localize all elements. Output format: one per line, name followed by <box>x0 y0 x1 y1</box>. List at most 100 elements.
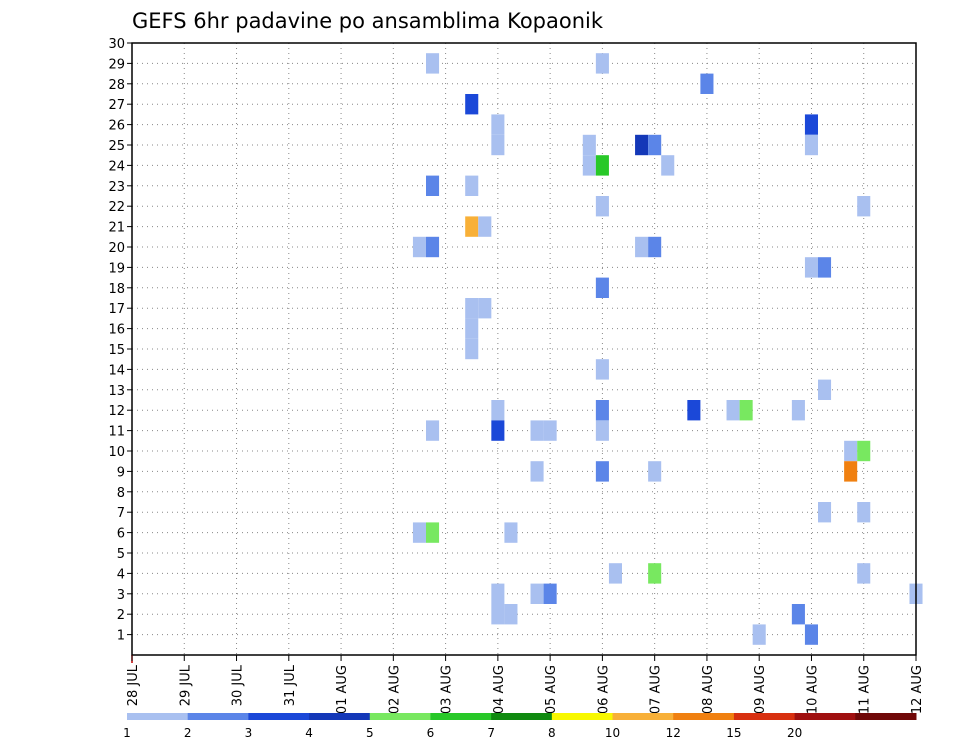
x-tick-label: 28 JUL <box>126 664 141 706</box>
color-legend-label: 4 <box>305 726 313 740</box>
heatmap-cell <box>595 461 609 482</box>
y-tick-label: 14 <box>108 363 125 378</box>
x-tick-label: 31 JUL <box>283 664 298 706</box>
y-tick-label: 24 <box>108 159 125 174</box>
heatmap-cell <box>818 379 832 400</box>
heatmap-cell <box>648 134 662 156</box>
heatmap-cell <box>491 114 505 135</box>
color-legend: 1 2 3 4 5 6 7 8 10 12 15 20 <box>123 713 917 740</box>
heatmap-cell <box>857 196 871 217</box>
x-tick-label: 29 JUL <box>178 664 193 706</box>
y-tick-label: 23 <box>108 180 125 195</box>
heatmap-cell <box>687 400 701 421</box>
heatmap-cell <box>608 563 622 584</box>
y-tick-label: 3 <box>117 588 125 603</box>
y-tick-label: 21 <box>108 221 125 236</box>
color-legend-swatch <box>491 713 553 720</box>
heatmap-cell <box>739 400 753 421</box>
x-tick-label: 02 AUG <box>387 665 402 714</box>
y-tick-label: 16 <box>108 323 125 338</box>
heatmap-cell <box>804 257 818 278</box>
color-legend-label: 3 <box>245 726 253 740</box>
heatmap-cell <box>491 134 505 156</box>
heatmap-cell <box>491 604 505 625</box>
heatmap-cell <box>412 236 426 258</box>
heatmap-cell <box>426 236 440 258</box>
color-legend-label: 1 <box>123 726 131 740</box>
heatmap-cell <box>595 53 609 74</box>
x-tick-label: 04 AUG <box>492 665 507 714</box>
heatmap-cell <box>465 216 479 237</box>
x-tick-label: 11 AUG <box>858 665 873 714</box>
heatmap-cell <box>726 400 740 421</box>
color-legend-swatch <box>612 713 674 720</box>
x-tick-label: 30 JUL <box>231 664 246 706</box>
heatmap-cell <box>543 583 557 604</box>
y-tick-label: 5 <box>117 547 125 562</box>
heatmap-cell <box>595 359 609 380</box>
x-tick-label: 12 AUG <box>910 665 925 714</box>
heatmap-cell <box>491 400 505 421</box>
y-tick-label: 25 <box>108 139 125 154</box>
heatmap-cell <box>700 73 714 94</box>
color-legend-label: 6 <box>427 726 435 740</box>
heatmap-cell <box>426 175 440 196</box>
y-tick-label: 1 <box>117 629 125 644</box>
color-legend-swatch <box>187 713 249 720</box>
heatmap-cell <box>491 420 505 441</box>
heatmap-cell <box>478 298 492 319</box>
grid-lines <box>131 42 917 655</box>
heatmap-cell <box>491 583 505 604</box>
heatmap-cell <box>844 461 858 482</box>
heatmap-cell <box>465 175 479 196</box>
y-tick-label: 9 <box>117 465 125 480</box>
heatmap-cell <box>635 236 649 258</box>
color-legend-label: 12 <box>666 726 681 740</box>
heatmap-cell <box>465 318 479 339</box>
x-tick-label: 05 AUG <box>544 665 559 714</box>
color-legend-label: 10 <box>605 726 620 740</box>
y-tick-label: 17 <box>108 302 125 317</box>
heatmap-cell <box>595 277 609 298</box>
heatmap-cell <box>530 461 544 482</box>
x-tick-label: 10 AUG <box>805 665 820 714</box>
color-legend-label: 5 <box>366 726 374 740</box>
y-tick-label: 10 <box>108 445 125 460</box>
x-tick-label: 08 AUG <box>701 665 716 714</box>
heatmap-cell <box>543 420 557 441</box>
y-tick-label: 7 <box>117 506 125 521</box>
y-tick-label: 12 <box>108 404 125 419</box>
heatmap-cell <box>752 624 766 645</box>
heatmap-cell <box>791 604 805 625</box>
heatmap-cell <box>648 563 662 584</box>
heatmap-cell <box>595 400 609 421</box>
y-tick-label: 8 <box>117 486 125 501</box>
x-tick-label: 03 AUG <box>440 665 455 714</box>
heatmap-cell <box>818 502 832 523</box>
x-tick-label: 06 AUG <box>596 665 611 714</box>
color-legend-swatch <box>248 713 310 720</box>
heatmap-cell <box>426 420 440 441</box>
y-tick-label: 11 <box>108 425 125 440</box>
y-tick-label: 6 <box>117 527 125 542</box>
y-tick-label: 2 <box>117 608 125 623</box>
heatmap-cell <box>818 257 832 278</box>
y-tick-label: 26 <box>108 119 125 134</box>
color-legend-swatch <box>551 713 614 720</box>
y-tick-label: 15 <box>108 343 125 358</box>
color-legend-label: 2 <box>184 726 192 740</box>
color-legend-swatch <box>794 713 856 720</box>
x-axis: 28 JUL 29 JUL 30 JUL 31 JUL 01 AUG 02 AUG 03 A… <box>126 655 925 714</box>
heatmap-cell <box>412 522 426 543</box>
y-tick-label: 28 <box>108 78 125 93</box>
y-axis: 1234567891011121314151617181920212223242… <box>108 37 132 644</box>
heatmap-cell <box>844 440 858 462</box>
heatmap-cell <box>426 53 440 74</box>
y-tick-label: 13 <box>108 384 125 399</box>
x-tick-label: 07 AUG <box>649 665 664 714</box>
heatmap-cell <box>635 134 649 156</box>
color-legend-label: 8 <box>548 726 556 740</box>
heatmap-cell <box>857 563 871 584</box>
heatmap-cell <box>804 114 818 135</box>
